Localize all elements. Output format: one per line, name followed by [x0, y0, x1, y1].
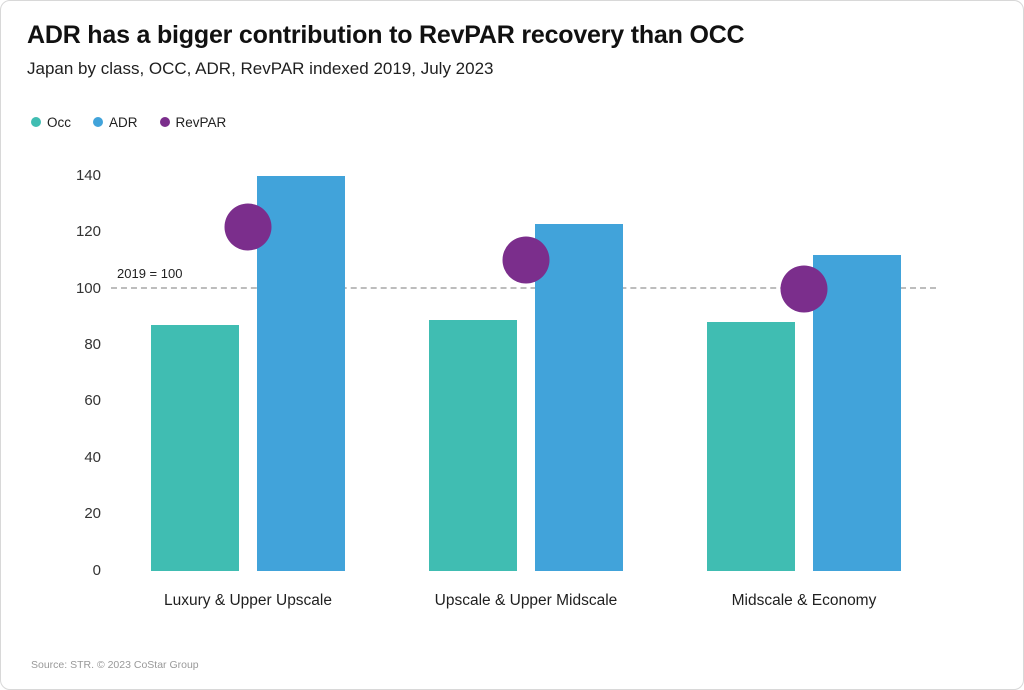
plot-area: 2019 = 100 Luxury & Upper Upscale Upscale…	[111, 175, 936, 609]
legend-dot-icon	[159, 117, 170, 128]
occ-bar	[151, 325, 239, 571]
bar-group: Luxury & Upper Upscale	[151, 175, 345, 609]
reference-line-label: 2019 = 100	[117, 265, 183, 281]
y-tick-label: 20	[84, 505, 101, 523]
y-tick-label: 40	[84, 448, 101, 466]
category-label: Midscale & Economy	[731, 591, 877, 609]
revpar-point	[780, 265, 828, 313]
legend-dot-icon	[31, 117, 41, 128]
y-axis: 0 20 40 60 80 100 120 140	[27, 167, 101, 578]
legend-item-occ: Occ	[31, 115, 71, 130]
y-tick-label: 100	[75, 279, 101, 297]
legend-dot-icon	[93, 117, 104, 128]
y-tick-label: 0	[92, 561, 101, 579]
legend-item-adr: ADR	[93, 115, 138, 130]
bar-group: Upscale & Upper Midscale	[429, 176, 623, 609]
legend-label: RevPAR	[175, 114, 227, 130]
bar-group: Midscale & Economy	[707, 176, 901, 609]
occ-bar	[707, 322, 795, 571]
y-tick-label: 140	[75, 166, 101, 184]
y-tick-label: 80	[84, 336, 101, 354]
y-tick-label: 60	[84, 392, 101, 410]
adr-bar	[257, 175, 345, 571]
adr-bar	[535, 223, 623, 571]
category-label: Upscale & Upper Midscale	[434, 591, 618, 609]
legend-item-revpar: RevPAR	[159, 114, 227, 130]
legend-label: Occ	[47, 114, 72, 130]
legend-label: ADR	[109, 114, 138, 130]
occ-bar	[429, 319, 517, 571]
revpar-point	[224, 203, 272, 251]
y-tick-label: 120	[75, 223, 101, 241]
legend: Occ ADR RevPAR	[31, 115, 997, 130]
source-note: Source: STR. © 2023 CoStar Group	[31, 659, 199, 671]
chart-subtitle: Japan by class, OCC, ADR, RevPAR indexed…	[27, 58, 494, 78]
plot-wrap: 0 20 40 60 80 100 120 140 2019 = 100 Luxury & U…	[27, 167, 997, 609]
chart-title: ADR has a bigger contribution to RevPAR …	[27, 21, 745, 49]
bar-groups: Luxury & Upper Upscale Upscale & Upper Mi…	[111, 175, 936, 609]
reference-line	[111, 286, 936, 289]
revpar-point	[502, 236, 550, 284]
adr-bar	[813, 254, 901, 571]
category-label: Luxury & Upper Upscale	[164, 591, 332, 609]
